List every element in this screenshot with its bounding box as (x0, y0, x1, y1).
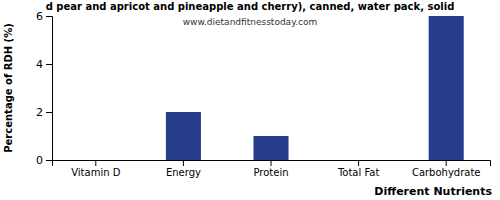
bar (78, 160, 113, 161)
chart: d pear and apricot and pineapple and che… (0, 0, 500, 200)
x-tick: Carbohydrate (412, 160, 481, 178)
x-axis-line (53, 161, 491, 167)
y-tick: 0 (36, 154, 52, 167)
x-tick: Vitamin D (71, 160, 120, 178)
subtitle: www.dietandfitnesstoday.com (183, 17, 318, 27)
x-axis: Vitamin D Energy Protein Total Fat Carbohydr… (53, 160, 491, 178)
y-axis-line (46, 17, 53, 161)
x-tick-label: Carbohydrate (412, 167, 481, 178)
bar (253, 136, 288, 160)
y-tick-label: 2 (36, 106, 43, 119)
bar (341, 160, 376, 161)
y-tick: 6 (36, 10, 52, 23)
x-tick: Energy (166, 160, 201, 178)
x-tick-label: Total Fat (337, 167, 379, 178)
x-tick-mark (95, 160, 96, 166)
x-tick-label: Energy (166, 167, 201, 178)
x-tick-label: Protein (253, 167, 288, 178)
bar (429, 16, 464, 160)
y-tick: 4 (36, 58, 52, 71)
bars (166, 16, 464, 160)
y-tick-label: 0 (36, 154, 43, 167)
x-axis-title: Different Nutrients (374, 185, 492, 198)
y-tick-mark (46, 160, 52, 161)
y-axis-title: Percentage of RDH (%) (3, 23, 14, 153)
y-tick-mark (46, 112, 52, 113)
y-tick-label: 6 (36, 10, 43, 23)
x-tick: Protein (253, 160, 288, 178)
x-tick-mark (446, 160, 447, 166)
x-tick-mark (358, 160, 359, 166)
x-tick-mark (271, 160, 272, 166)
y-tick: 2 (36, 106, 52, 119)
y-axis: 0 2 4 6 (36, 10, 53, 167)
bar (166, 112, 201, 160)
title: d pear and apricot and pineapple and che… (46, 1, 455, 12)
x-tick-label: Vitamin D (71, 167, 120, 178)
y-tick-mark (46, 16, 52, 17)
plot: 0 2 4 6 Vitamin D Energy Protein Total Fat Carbo… (36, 10, 491, 178)
y-tick-label: 4 (36, 58, 43, 71)
y-tick-mark (46, 64, 52, 65)
x-tick: Total Fat (337, 160, 379, 178)
x-tick-mark (183, 160, 184, 166)
